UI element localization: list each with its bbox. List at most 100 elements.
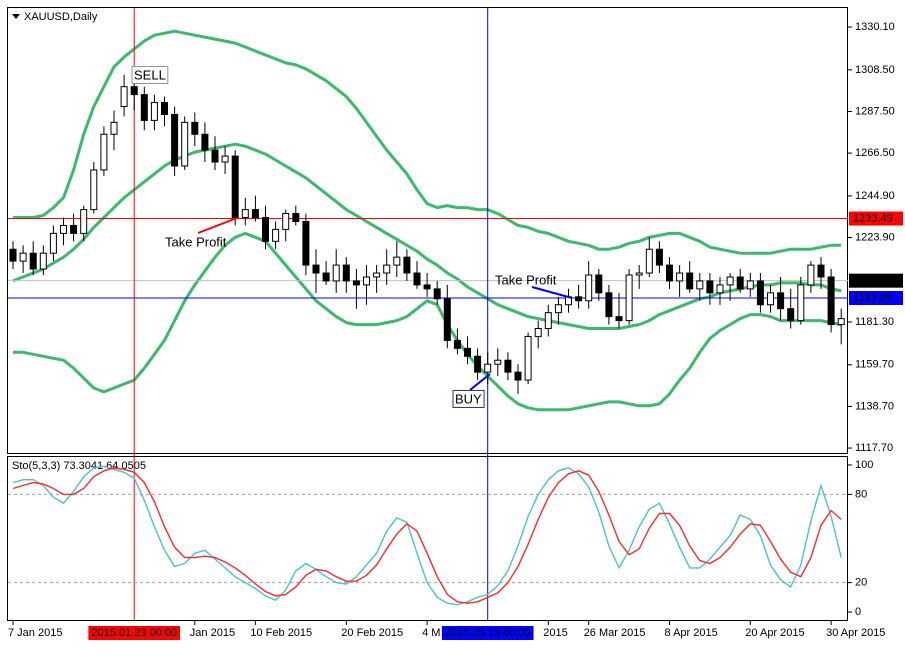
candle-body <box>292 213 300 222</box>
y-tick-label: 1244.90 <box>855 190 895 202</box>
candle-body <box>827 276 835 326</box>
y-tick-label: 1308.50 <box>855 64 895 76</box>
candle-body <box>322 272 330 282</box>
x-highlight-box <box>88 626 181 640</box>
candle-body <box>797 284 805 322</box>
price-marker-box <box>849 211 903 226</box>
candle-body <box>837 318 845 326</box>
candle-body <box>474 355 482 373</box>
candle-body <box>767 292 774 306</box>
price-marker-box <box>849 273 903 288</box>
candle-body <box>393 256 401 266</box>
candle-body <box>605 292 613 318</box>
candle-body <box>645 248 653 274</box>
price-marker-label: 1202.14 <box>853 275 893 287</box>
annotation-label: Take Profit <box>495 272 557 287</box>
x-tick-label-highlight: 2015.03.13 00:00 <box>445 627 531 639</box>
candle-body <box>201 133 209 151</box>
candle-body <box>726 276 734 286</box>
candle-body <box>211 149 219 163</box>
price-marker-label: 1193.39 <box>853 292 892 304</box>
candle-body <box>181 121 189 167</box>
bollinger-band <box>13 29 842 255</box>
candle-body <box>373 272 381 278</box>
x-highlight-box <box>441 626 534 640</box>
candle-body <box>453 339 461 349</box>
candle-body <box>161 102 168 115</box>
y-tick-label: 1287.50 <box>855 105 895 117</box>
candle-body <box>504 359 512 373</box>
bollinger-band <box>13 231 842 412</box>
candle-body <box>221 155 229 163</box>
candle-body <box>514 371 522 381</box>
candle-body <box>585 274 593 302</box>
candle-body <box>403 256 411 274</box>
annotation-label: Take Profit <box>165 234 227 249</box>
y-tick-label: 1159.70 <box>855 359 894 371</box>
candle-body <box>120 86 128 108</box>
candle-body <box>777 292 785 310</box>
candle-body <box>140 94 148 121</box>
candle-body <box>494 359 502 365</box>
y-tick-label: 80 <box>855 488 867 500</box>
candle-body <box>191 121 199 135</box>
candle-body <box>110 121 118 135</box>
candle-body <box>443 298 451 341</box>
candle-body <box>231 155 239 219</box>
annotation-label: BUY <box>455 391 482 406</box>
candle-body <box>817 264 825 278</box>
candle-body <box>686 272 694 290</box>
candle-body <box>575 296 583 302</box>
candle-body <box>90 169 98 211</box>
candle-body <box>171 113 179 167</box>
candle-body <box>666 264 673 282</box>
y-tick-label: 1266.50 <box>855 147 895 159</box>
candle-body <box>595 274 603 294</box>
candle-body <box>676 272 684 282</box>
annotation-box <box>131 65 169 84</box>
annotation-arrow <box>197 217 238 234</box>
candle-body <box>807 264 815 286</box>
x-tick-label: Jan 2015 <box>190 627 235 639</box>
x-tick-label: 30 Apr 2015 <box>826 627 885 639</box>
candle-body <box>736 276 744 290</box>
candle-body <box>484 363 492 373</box>
candle-body <box>787 308 795 322</box>
candle-body <box>352 280 360 286</box>
x-tick-label: 8 Apr 2015 <box>665 627 718 639</box>
candle-body <box>746 280 754 290</box>
candle-body <box>282 213 290 230</box>
candle-body <box>625 274 633 322</box>
candle-body <box>262 217 269 242</box>
candle-body <box>100 133 108 171</box>
y-tick-label: 100 <box>855 459 873 471</box>
candle-body <box>383 264 391 274</box>
candle-body <box>70 224 78 234</box>
candle-body <box>696 280 704 290</box>
y-tick-label: 20 <box>855 577 867 589</box>
candle-body <box>716 284 724 294</box>
candle-body <box>433 288 441 300</box>
candle-body <box>272 228 280 242</box>
candle-body <box>251 209 259 219</box>
candle-body <box>635 272 643 276</box>
y-tick-label: 1181.30 <box>855 316 894 328</box>
candle-body <box>423 284 431 290</box>
candle-body <box>19 252 27 262</box>
candle-body <box>332 264 340 282</box>
candle-body <box>413 272 421 286</box>
candle-body <box>342 264 350 282</box>
x-tick-label: 20 Apr 2015 <box>745 627 804 639</box>
y-tick-label: 1117.70 <box>855 442 893 454</box>
price-marker-label: 1233.49 <box>853 212 893 224</box>
candle-body <box>150 102 158 121</box>
annotation-arrow <box>469 373 491 391</box>
candle-body <box>39 252 47 270</box>
annotation-label: SELL <box>134 67 166 82</box>
y-tick-label: 1330.10 <box>855 21 895 33</box>
candle-body <box>756 280 764 306</box>
candle-body <box>80 209 88 234</box>
candle-body <box>130 86 138 96</box>
x-tick-label: 20 Feb 2015 <box>341 627 403 639</box>
